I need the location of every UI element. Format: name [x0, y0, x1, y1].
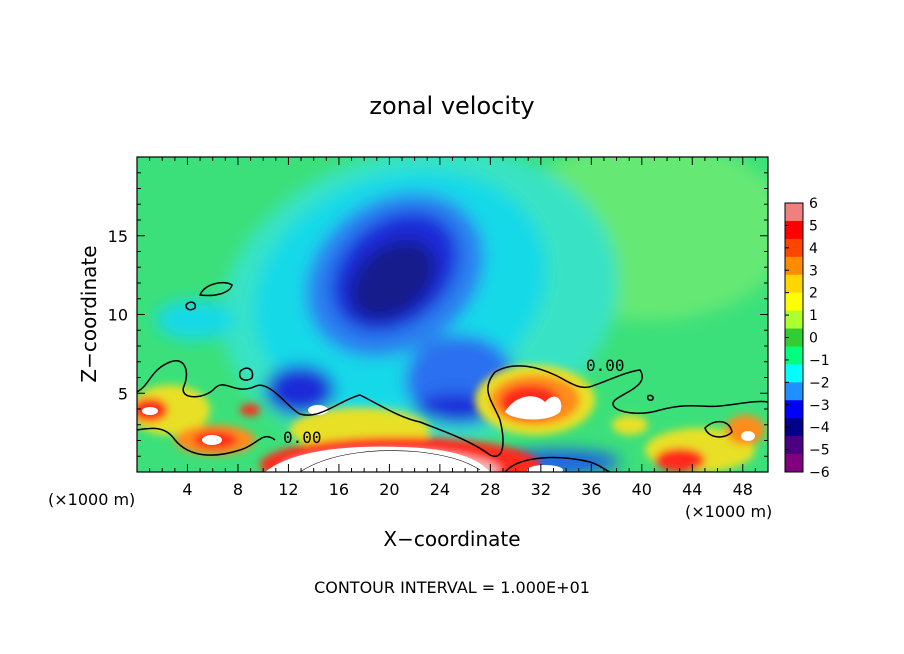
zero-contour-island-5: [647, 394, 654, 401]
lobe-blue-low: [415, 394, 495, 422]
x-unit-right: (×1000 m): [685, 502, 772, 521]
zero-contour-main: [137, 359, 768, 458]
colorbar-tick-label: 2: [809, 286, 818, 302]
zero-contour-base: [504, 456, 611, 472]
core-right: [505, 396, 562, 420]
colorbar-swatch: [785, 382, 803, 401]
left-cyan: [155, 300, 235, 340]
y-tick-label: 5: [118, 384, 128, 403]
y-axis-label: Z−coordinate: [77, 245, 101, 382]
colorbar-swatch: [785, 328, 803, 347]
x-axis-label: X−coordinate: [383, 527, 520, 551]
thin-contour-base: [299, 450, 481, 472]
colorbar-swatch: [785, 310, 803, 330]
core-bottom-right: [527, 465, 563, 472]
zero-contours: [137, 282, 768, 472]
white-cores: [142, 396, 755, 472]
x-unit-left: (×1000 m): [48, 490, 135, 509]
zero-contour-island-4: [704, 420, 733, 438]
jet-navy: [350, 239, 436, 321]
low-layer-yellow-left: [137, 385, 210, 435]
contour-label-lower: 0.00: [283, 428, 322, 447]
colorbar-tick-label: −3: [809, 398, 830, 414]
small-yellow-patch: [612, 415, 648, 435]
colorbar-swatch: [785, 346, 803, 365]
x-axis: 4 8 12 16 20 24 28 32 36 40 44 48: [149, 157, 756, 499]
contour-label-upper: 0.00: [586, 356, 625, 375]
x-tick-label: 16: [329, 480, 349, 499]
core-base: [265, 446, 490, 472]
colorbar-tick-label: −6: [809, 465, 830, 481]
chart-title: zonal velocity: [369, 92, 534, 120]
colorbar-swatch: [785, 418, 803, 437]
small-red-patch: [240, 404, 260, 416]
colorbar-swatch: [785, 400, 803, 419]
core-far-right: [741, 431, 755, 441]
x-tick-label: 8: [233, 480, 243, 499]
colorbar-tick-label: −1: [809, 353, 830, 369]
colorbar-tick-label: 4: [809, 241, 818, 257]
colorbar-tick-label: −4: [809, 420, 830, 436]
colorbar-tick-label: −5: [809, 443, 830, 459]
x-tick-label: 32: [531, 480, 551, 499]
core-left-2: [202, 435, 222, 445]
x-tick-label: 40: [632, 480, 652, 499]
colorbar-tick-label: 1: [809, 308, 818, 324]
colorbar: 6 5 4 3 2 1 0 −1 −2 −3 −4 −5 −6: [784, 196, 830, 481]
core-left-1: [142, 407, 158, 415]
colorbar-tick-label: 0: [809, 331, 818, 347]
zero-contour-island-3: [238, 367, 254, 381]
x-tick-label: 36: [581, 480, 601, 499]
colorbar-swatch: [785, 436, 803, 455]
x-tick-label: 20: [379, 480, 399, 499]
zero-contour-lower: [137, 427, 276, 456]
colorbar-swatch: [785, 203, 803, 222]
colorbar-swatch: [785, 292, 803, 312]
colorbar-tick-label: 5: [809, 218, 818, 234]
zero-contour-island-2: [185, 301, 197, 311]
colorbar-tick-label: 6: [809, 196, 818, 212]
colorbar-swatch: [785, 364, 803, 383]
zero-contour-island-1: [198, 282, 233, 297]
y-tick-label: 10: [108, 306, 128, 325]
colorbar-swatch: [785, 220, 803, 240]
x-tick-label: 4: [182, 480, 192, 499]
lobe-blue-left: [265, 365, 335, 415]
plot-area: [137, 157, 768, 472]
low-layer-orange-edge: [725, 415, 765, 445]
colorbar-swatch: [785, 256, 803, 276]
y-axis: 5 10 15: [108, 172, 768, 457]
x-tick-label: 48: [733, 480, 753, 499]
colorbar-swatch: [785, 238, 803, 258]
colorbar-tick-label: 3: [809, 263, 818, 279]
x-tick-label: 28: [480, 480, 500, 499]
colorbar-swatch: [785, 454, 803, 473]
colorbar-swatch: [785, 274, 803, 294]
colorbar-tick-label: −2: [809, 375, 830, 391]
x-tick-label: 44: [682, 480, 702, 499]
y-tick-label: 15: [108, 227, 128, 246]
x-tick-label: 12: [278, 480, 298, 499]
contour-interval-note: CONTOUR INTERVAL = 1.000E+01: [314, 578, 590, 597]
x-tick-label: 24: [430, 480, 450, 499]
